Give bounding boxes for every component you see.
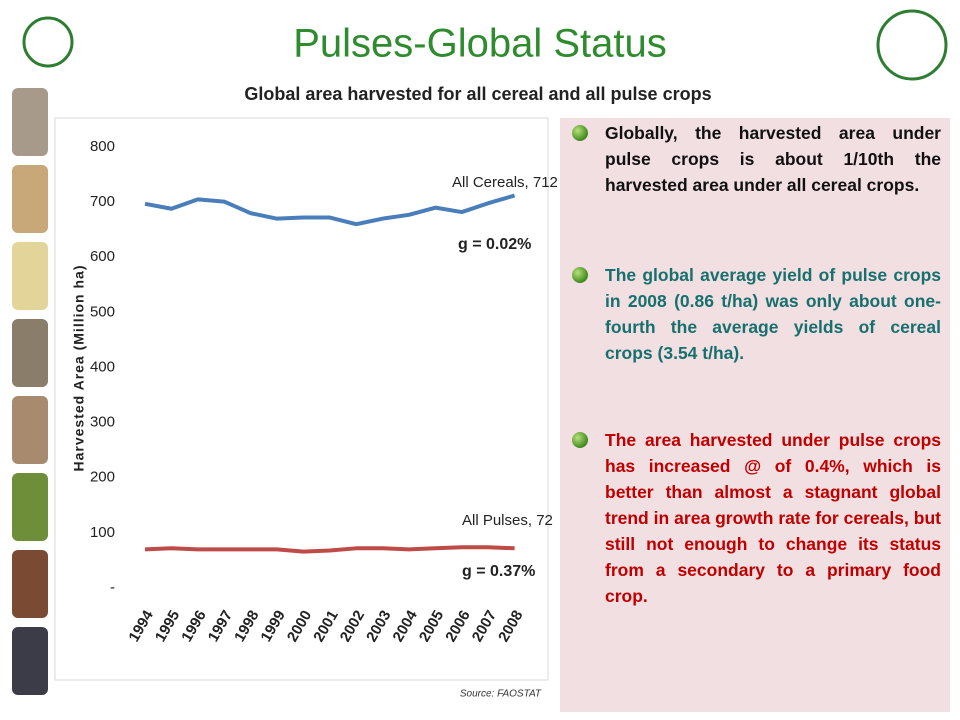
annotation: g = 0.02% [458,236,531,253]
series-line [144,193,516,227]
y-tick-label: - [110,579,115,596]
y-tick-label: 400 [90,358,115,375]
bullet-icon [572,125,588,141]
annotation: All Pulses, 72 [462,512,553,529]
y-tick-label: 200 [90,469,115,486]
logo-right [876,9,948,81]
chart-frame [54,117,549,681]
bullet-text: Globally, the harvested area under pulse… [605,123,941,195]
y-tick-label: 300 [90,414,115,431]
bullet-text: The area harvested under pulse crops has… [605,430,941,606]
y-tick-label: 700 [90,193,115,210]
seed-strip [12,88,48,695]
y-axis-label: Harvested Area (Million ha) [71,265,87,472]
annotation: g = 0.37% [462,563,535,580]
y-tick-label: 800 [90,138,115,155]
series-line [144,545,515,554]
y-tick-label: 600 [90,248,115,265]
chart-title: Global area harvested for all cereal and… [244,84,711,104]
bullet-icon [572,432,588,448]
bullet-text: The global average yield of pulse crops … [605,265,941,363]
bullet-icon [572,267,588,283]
annotation: All Cereals, 712 [452,174,558,191]
logo-left [22,16,74,68]
y-tick-label: 100 [90,524,115,541]
source: Source: FAOSTAT [460,689,542,700]
text-panel [560,118,950,712]
slide-title: Pulses-Global Status [293,22,667,66]
y-tick-label: 500 [90,303,115,320]
